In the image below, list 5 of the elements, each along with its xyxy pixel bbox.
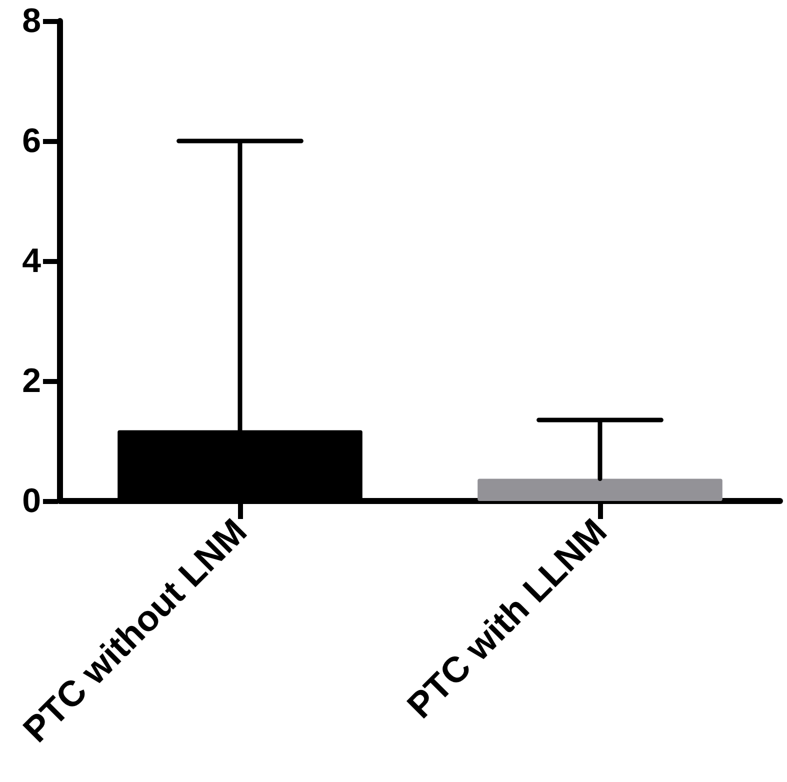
y-tick-label: 6 [22,122,41,160]
y-tick-label: 2 [22,362,41,400]
y-tick-label: 8 [22,2,41,40]
y-tick-label: 0 [22,482,41,520]
y-tick-label: 4 [22,242,42,280]
